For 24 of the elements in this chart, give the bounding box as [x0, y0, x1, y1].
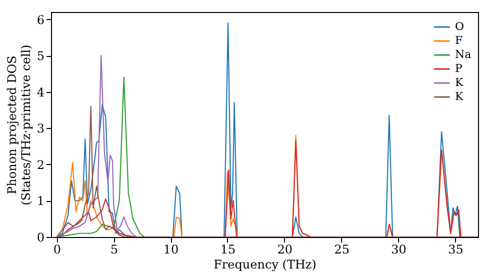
- y-tick-label: 4: [36, 85, 45, 100]
- legend-label: K: [455, 76, 464, 89]
- y-tick-label: 2: [36, 158, 44, 172]
- legend-label: O: [455, 20, 464, 33]
- x-axis-title: Frequency (THz): [214, 258, 316, 272]
- line-series: [56, 106, 478, 237]
- x-tick-label: 35: [448, 242, 464, 256]
- x-tick-label: 5: [110, 242, 118, 256]
- x-tick-label: 20: [277, 242, 293, 256]
- legend-label: Na: [455, 48, 472, 61]
- legend-label: K: [455, 90, 464, 103]
- x-tick-label: 10: [163, 242, 179, 256]
- x-tick-label: 25: [334, 242, 350, 256]
- y-tick-label: 5: [36, 49, 44, 64]
- y-tick-label: 3: [36, 122, 44, 136]
- legend-label: P: [455, 62, 463, 75]
- x-tick-label: 30: [391, 242, 406, 256]
- y-tick-label: 6: [36, 12, 44, 27]
- legend-label: F: [455, 34, 463, 47]
- y-tick-label: 0: [36, 230, 44, 244]
- x-tick-label: 0: [53, 242, 62, 256]
- x-tick-label: 15: [220, 242, 236, 256]
- y-tick-label: 1: [36, 194, 44, 208]
- y-axis-title: Phonon projected DOS (States/THz·primitive cell): [4, 44, 33, 206]
